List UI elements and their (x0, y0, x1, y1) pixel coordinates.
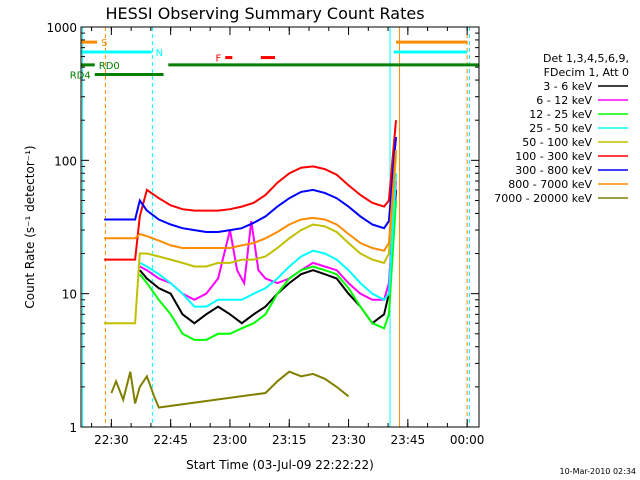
y-tick-label: 10 (62, 288, 77, 302)
x-tick-label: 22:30 (94, 433, 129, 447)
flag-label-n: N (156, 48, 163, 59)
series-line-800-7000-kev (104, 149, 397, 252)
chart-title: HESSI Observing Summary Count Rates (105, 4, 424, 23)
x-tick-label: 23:30 (331, 433, 366, 447)
legend-label-12-25-kev: 12 - 25 keV (529, 108, 592, 121)
plot-frame (80, 26, 480, 428)
legend-label-25-50-kev: 25 - 50 keV (529, 122, 592, 135)
legend-label-6-12-kev: 6 - 12 keV (536, 94, 592, 107)
legend-label-800-7000-kev: 800 - 7000 keV (508, 178, 592, 191)
legend-label-300-800-kev: 300 - 800 keV (515, 164, 592, 177)
y-tick-label: 1000 (46, 21, 77, 35)
flag-bars: S N RD0 RD4 F (70, 38, 479, 82)
x-axis-label: Start Time (03-Jul-09 22:22:22) (186, 458, 374, 472)
legend-header-line-2: FDecim 1, Att 0 (544, 66, 629, 79)
flag-label-f: F (215, 54, 221, 65)
legend-header-line-1: Det 1,3,4,5,6,9, (543, 52, 629, 65)
series-lines (104, 120, 397, 409)
x-tick-label: 22:45 (153, 433, 188, 447)
series-line-7000-20000-kev (110, 370, 350, 409)
axis-ticks: 22:30 22:45 23:00 23:15 23:30 23:45 00:00 1 10 10… (46, 21, 484, 447)
series-line-50-100-kev (104, 154, 397, 325)
legend-label-7000-20000-kev: 7000 - 20000 keV (494, 192, 592, 205)
legend-label-3-6-kev: 3 - 6 keV (543, 80, 592, 93)
y-axis-label: Count Rate (s⁻¹ detector⁻¹) (23, 145, 37, 308)
legend-label-100-300-kev: 100 - 300 keV (515, 150, 592, 163)
y-tick-label: 1 (69, 421, 77, 435)
legend-label-50-100-kev: 50 - 100 keV (522, 136, 592, 149)
x-tick-label: 23:45 (391, 433, 426, 447)
series-line-12-25-kev (139, 200, 397, 341)
series-line-300-800-kev (104, 136, 397, 233)
flag-label-rd0: RD0 (99, 61, 120, 72)
x-tick-label: 00:00 (450, 433, 485, 447)
legend: Det 1,3,4,5,6,9, FDecim 1, Att 0 3 - 6 k… (494, 52, 629, 205)
flag-label-s: S (101, 38, 107, 49)
x-tick-label: 23:00 (213, 433, 248, 447)
flag-label-rd4: RD4 (70, 71, 91, 82)
series-line-25-50-kev (139, 173, 397, 308)
y-tick-label: 100 (54, 154, 77, 168)
series-line-100-300-kev (104, 120, 397, 261)
vertical-markers (81, 27, 471, 427)
footer-timestamp: 10-Mar-2010 02:34 (560, 467, 637, 476)
x-tick-label: 23:15 (272, 433, 307, 447)
